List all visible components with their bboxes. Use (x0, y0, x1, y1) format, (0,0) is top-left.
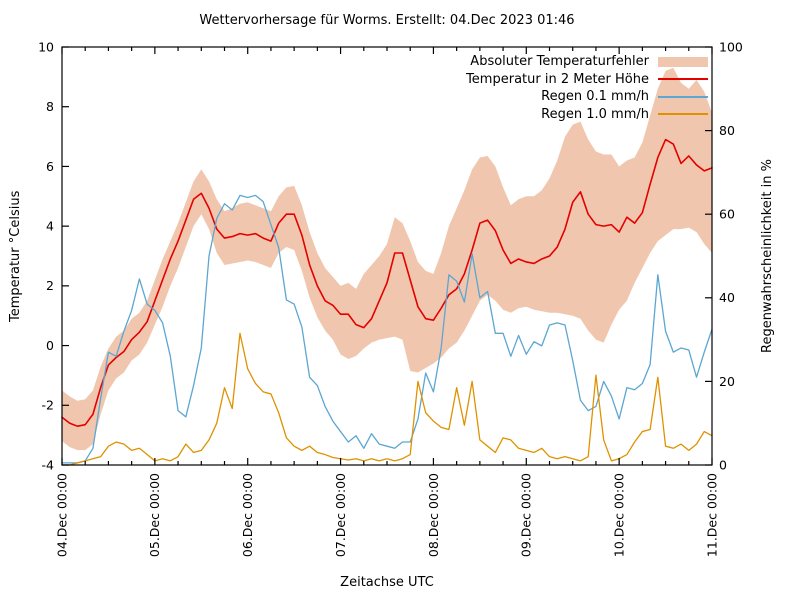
x-tick-label: 08.Dec 00:00 (426, 473, 441, 557)
x-tick-label: 09.Dec 00:00 (519, 473, 534, 557)
y-right-tick-label: 80 (719, 123, 735, 138)
y-left-tick-label: 8 (46, 99, 54, 114)
x-tick-label: 10.Dec 00:00 (612, 473, 627, 557)
y-right-tick-label: 100 (719, 39, 743, 54)
rain01-series-line (61, 194, 713, 464)
y-right-tick-label: 60 (719, 207, 735, 222)
rain10-series-line (61, 332, 713, 466)
x-tick-label: 07.Dec 00:00 (333, 473, 348, 557)
error-band-swatch (658, 56, 708, 67)
y-axis-left-label: Temperatur °Celsius (8, 190, 23, 322)
legend-item-rain10: Regen 1.0 mm/h (300, 106, 708, 124)
x-axis-label: Zeitachse UTC (340, 575, 434, 590)
legend-label: Regen 0.1 mm/h (541, 89, 649, 105)
x-tick-label: 05.Dec 00:00 (147, 473, 162, 557)
legend-item-error-band: Absoluter Temperaturfehler (300, 53, 708, 71)
y-right-tick-label: 20 (719, 374, 735, 389)
y-axis-right-label: Regenwahrscheinlichkeit in % (760, 159, 775, 353)
y-right-tick-label: 40 (719, 290, 735, 305)
chart-title: Wettervorhersage für Worms. Erstellt: 04… (199, 13, 575, 28)
y-left-tick-label: 2 (46, 278, 54, 293)
x-tick-label: 06.Dec 00:00 (240, 473, 255, 557)
legend-label: Regen 1.0 mm/h (541, 106, 649, 122)
temperature-line-swatch (658, 78, 708, 81)
chart-legend: Absoluter Temperaturfehler Temperatur in… (300, 53, 708, 123)
legend-item-rain01: Regen 0.1 mm/h (300, 88, 708, 106)
error-band-area (62, 67, 712, 451)
rain10-line-swatch (658, 113, 708, 116)
y-left-tick-label: 4 (46, 219, 54, 234)
y-left-tick-label: -4 (42, 457, 55, 472)
x-tick-label: 04.Dec 00:00 (54, 473, 69, 557)
y-left-tick-label: 10 (38, 39, 54, 54)
y-left-tick-label: 6 (46, 159, 54, 174)
legend-label: Temperatur in 2 Meter Höhe (466, 71, 649, 87)
y-left-tick-label: -2 (42, 398, 54, 413)
y-right-tick-label: 0 (719, 457, 727, 472)
temperature-series-line (61, 138, 713, 427)
legend-item-temperature: Temperatur in 2 Meter Höhe (300, 71, 708, 89)
legend-label: Absoluter Temperaturfehler (470, 54, 649, 70)
y-left-tick-label: 0 (46, 338, 54, 353)
rain01-line-swatch (658, 95, 708, 98)
x-tick-label: 11.Dec 00:00 (704, 473, 719, 557)
